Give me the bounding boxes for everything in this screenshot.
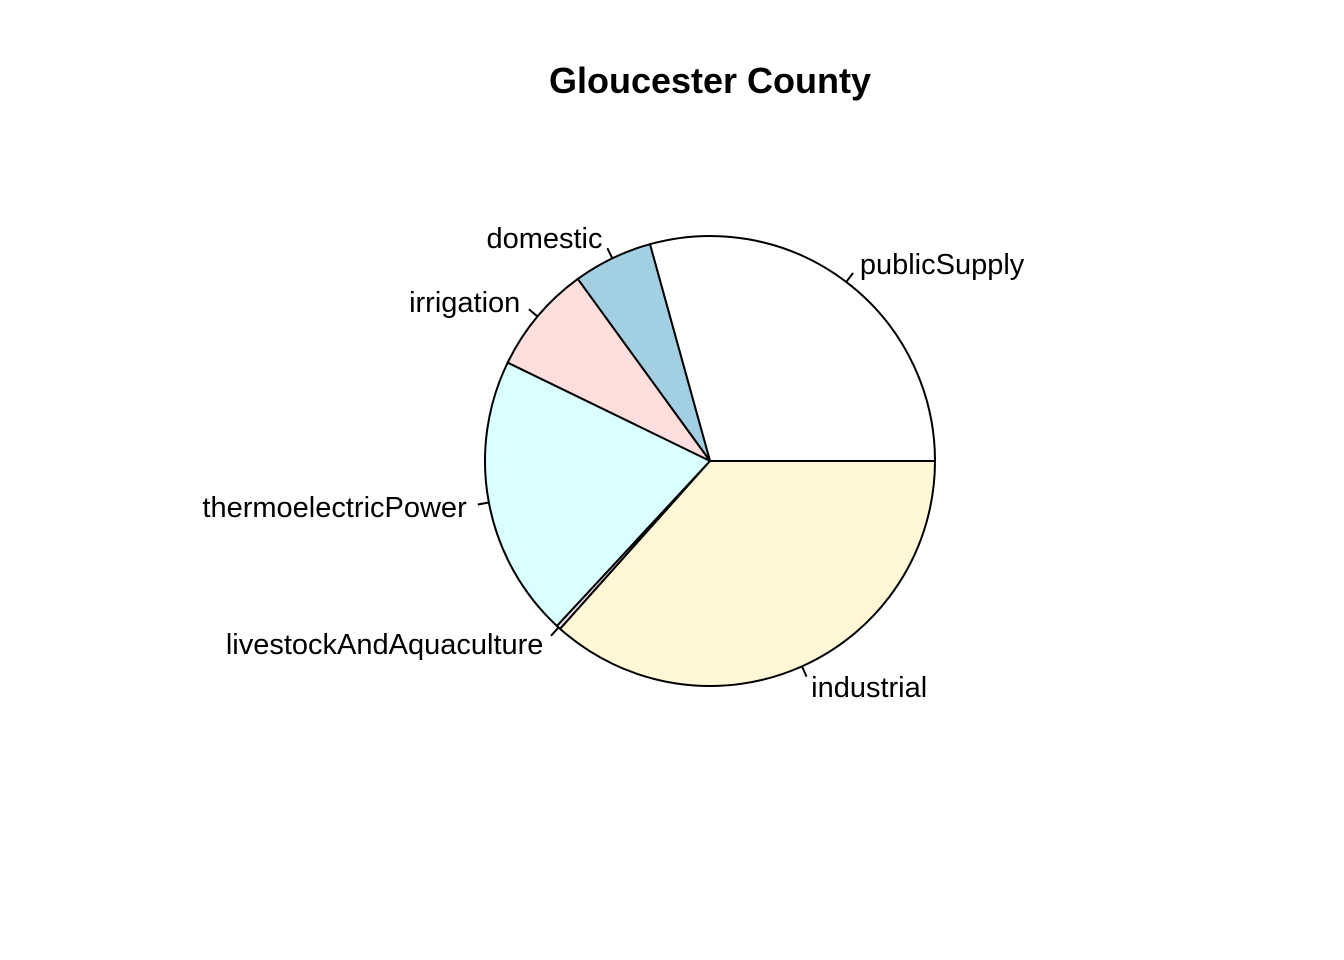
- slice-label-livestock-and-aquaculture: livestockAndAquaculture: [226, 629, 544, 661]
- pie-slices: [484, 235, 937, 687]
- slice-label-thermoelectric-power: thermoelectricPower: [202, 492, 467, 524]
- slice-label-industrial: industrial: [811, 672, 927, 704]
- pie-labels: publicSupply domestic irrigation thermoelec…: [202, 223, 1024, 704]
- leader-line-irrigation: [528, 308, 539, 318]
- leader-line-public-supply: [845, 272, 854, 283]
- slice-label-irrigation: irrigation: [409, 287, 520, 319]
- slice-label-public-supply: publicSupply: [860, 249, 1025, 281]
- leader-line-livestock-and-aquaculture: [550, 626, 560, 637]
- slice-label-domestic: domestic: [486, 223, 602, 255]
- leader-line-thermoelectric-power: [477, 501, 490, 506]
- pie-slice-irrigation: [506, 277, 711, 462]
- pie-slice-thermoelectric-power: [484, 361, 712, 628]
- leader-line-domestic: [606, 247, 614, 259]
- pie-leader-lines: [477, 247, 854, 678]
- leader-line-industrial: [801, 665, 808, 678]
- chart-title: Gloucester County: [549, 60, 871, 101]
